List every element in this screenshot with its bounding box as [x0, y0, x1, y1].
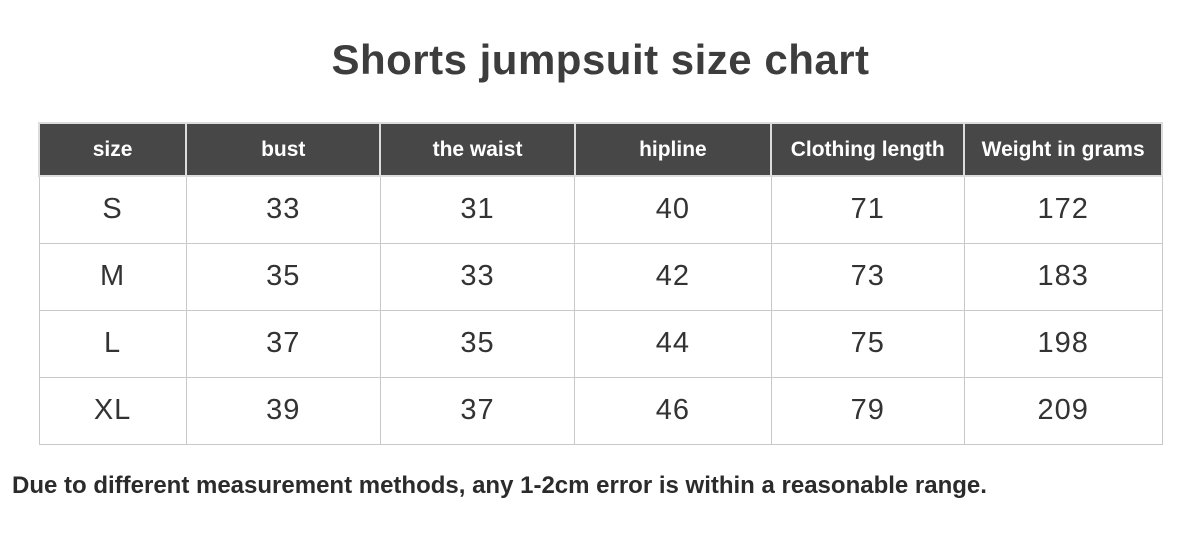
column-header-hipline: hipline	[573, 122, 773, 177]
measurement-value-cell: 39	[185, 376, 381, 445]
measurement-value-cell: 40	[574, 175, 772, 244]
size-label-cell: L	[38, 309, 187, 378]
table-header-row: size bust the waist hipline Clothing length W…	[37, 122, 1163, 177]
size-label-cell: S	[38, 175, 187, 244]
measurement-value-cell: 75	[770, 309, 965, 378]
column-header-size: size	[37, 122, 188, 177]
measurement-value-cell: 73	[770, 242, 965, 311]
measurement-value-cell: 33	[185, 175, 381, 244]
measurement-value-cell: 46	[574, 376, 772, 445]
measurement-value-cell: 198	[963, 309, 1163, 378]
measurement-value-cell: 71	[770, 175, 965, 244]
table-row: XL 39 37 46 79 209	[38, 376, 1163, 445]
measurement-value-cell: 35	[379, 309, 576, 378]
measurement-note: Due to different measurement methods, an…	[12, 472, 987, 499]
size-chart-table: size bust the waist hipline Clothing length W…	[37, 122, 1163, 445]
table-row: L 37 35 44 75 198	[38, 309, 1163, 378]
measurement-value-cell: 209	[963, 376, 1163, 445]
measurement-value-cell: 172	[963, 175, 1163, 244]
measurement-value-cell: 79	[770, 376, 965, 445]
measurement-value-cell: 31	[379, 175, 576, 244]
size-label-cell: XL	[38, 376, 187, 445]
measurement-value-cell: 37	[379, 376, 576, 445]
measurement-value-cell: 183	[963, 242, 1163, 311]
measurement-value-cell: 37	[185, 309, 381, 378]
column-header-bust: bust	[185, 122, 382, 177]
table-row: S 33 31 40 71 172	[38, 175, 1163, 244]
column-header-clothing-length: Clothing length	[770, 122, 966, 177]
measurement-value-cell: 44	[574, 309, 772, 378]
size-label-cell: M	[38, 242, 187, 311]
page-title: Shorts jumpsuit size chart	[331, 36, 870, 83]
measurement-value-cell: 33	[379, 242, 576, 311]
measurement-value-cell: 35	[185, 242, 381, 311]
column-header-the-waist: the waist	[379, 122, 576, 177]
table-row: M 35 33 42 73 183	[38, 242, 1163, 311]
column-header-weight-in-grams: Weight in grams	[963, 122, 1163, 177]
measurement-value-cell: 42	[574, 242, 772, 311]
